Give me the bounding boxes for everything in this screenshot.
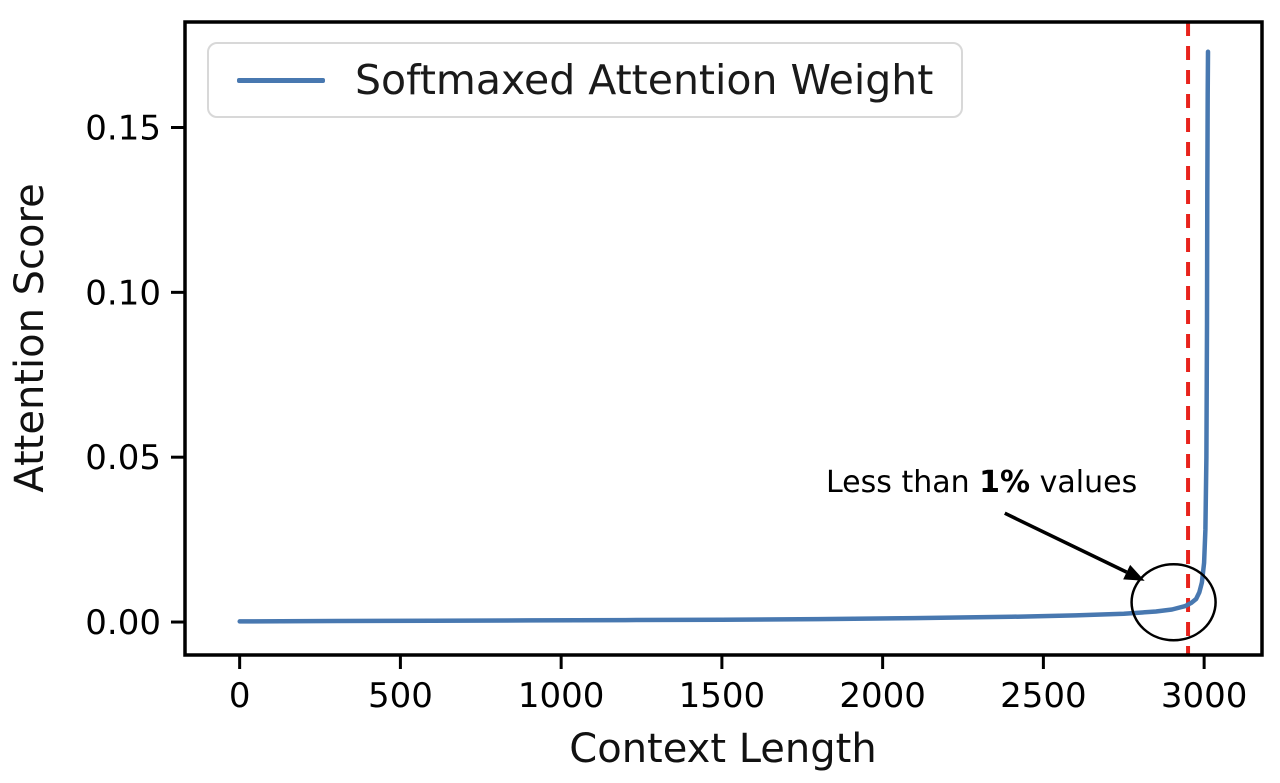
annotation-prefix: Less than	[826, 465, 980, 500]
y-tick-label: 0.00	[85, 603, 161, 643]
attention-weight-curve	[237, 49, 1211, 624]
y-tick-label: 0.10	[85, 273, 161, 313]
legend-line-sample	[237, 77, 325, 83]
plot-border	[183, 20, 1264, 657]
annotation-suffix: values	[1030, 465, 1138, 500]
legend: Softmaxed Attention Weight	[207, 42, 964, 118]
x-tick-label: 2500	[1000, 676, 1087, 716]
annotation-bold: 1%	[979, 465, 1031, 500]
x-tick-label: 1000	[518, 676, 605, 716]
x-tick-label: 2000	[839, 676, 926, 716]
x-axis-label: Context Length	[569, 726, 877, 772]
annotation-circle	[1130, 563, 1217, 642]
y-tick-label: 0.15	[85, 109, 161, 149]
annotation-arrow-head	[1123, 564, 1145, 581]
x-tick-label: 0	[229, 676, 251, 716]
x-tick-label: 500	[368, 676, 433, 716]
legend-label: Softmaxed Attention Weight	[355, 56, 934, 104]
annotation-text: Less than 1% values	[826, 466, 1137, 500]
x-tick-label: 3000	[1161, 676, 1248, 716]
y-axis-label: Attention Score	[7, 183, 53, 493]
y-tick-label: 0.05	[85, 438, 161, 478]
x-tick-label: 1500	[679, 676, 766, 716]
annotation-arrow-shaft	[1004, 511, 1128, 574]
